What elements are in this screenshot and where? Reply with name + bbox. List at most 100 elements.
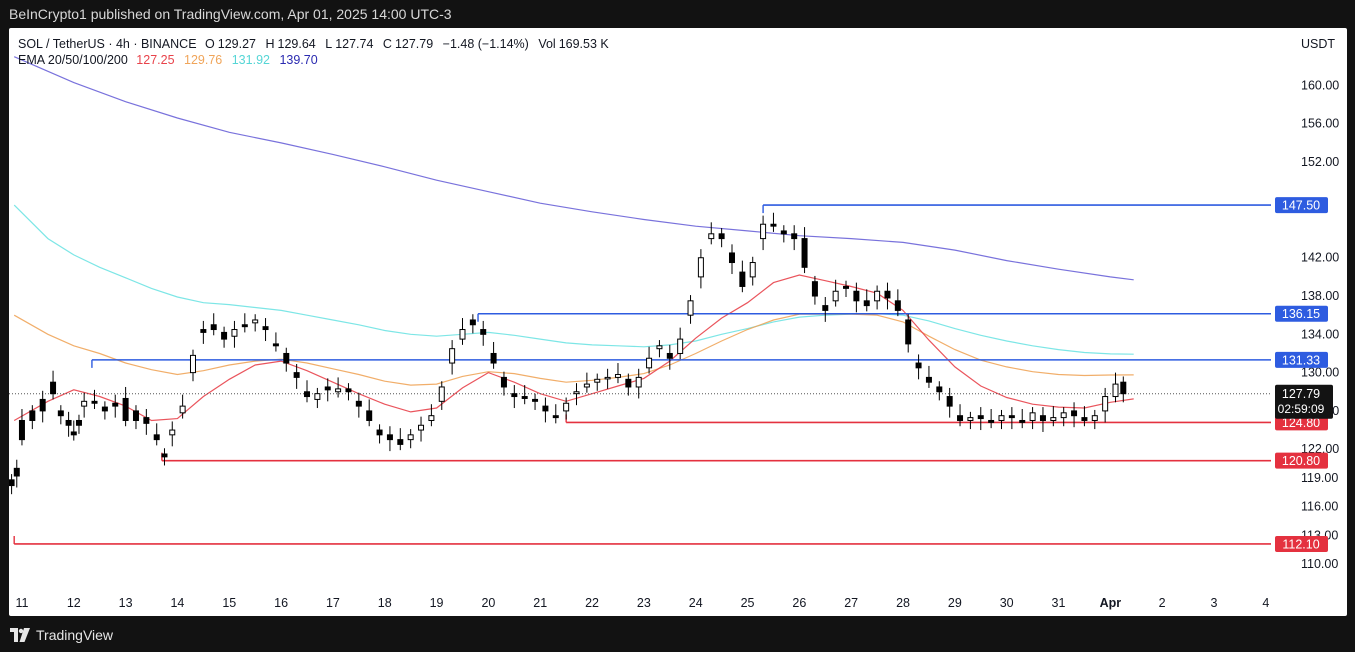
y-tick-label: 142.00 (1301, 251, 1339, 265)
ema200-line (13, 56, 1134, 281)
candle-body (355, 400, 362, 407)
tradingview-logo[interactable]: TradingView (10, 627, 113, 643)
candle-body (801, 238, 808, 268)
candle-body (1102, 396, 1109, 412)
resistance-level-label: 131.33 (1282, 353, 1320, 367)
candle-body (863, 300, 870, 307)
candle-body (200, 329, 207, 333)
candle-body (604, 376, 611, 380)
ema50-value: 129.76 (184, 53, 223, 67)
currency-label[interactable]: USDT (1300, 37, 1335, 51)
candle-body (418, 424, 425, 431)
x-tick-label: 23 (637, 596, 651, 610)
candle-body (459, 329, 466, 340)
candle-body (646, 357, 653, 369)
candle-body (894, 300, 901, 311)
candle-body (314, 393, 321, 400)
y-tick-label: 134.00 (1301, 327, 1339, 341)
candle-body (770, 223, 777, 227)
x-tick-label: Apr (1100, 596, 1122, 610)
ema100-line (13, 204, 1134, 355)
x-tick-label: 14 (170, 596, 184, 610)
price-chart[interactable]: 110.00113.00116.00119.00122.00126.00130.… (9, 28, 1347, 616)
candle-body (407, 434, 414, 441)
candle-body (221, 331, 228, 340)
candle-body (490, 352, 497, 364)
candle-body (656, 345, 663, 350)
change-value: −1.48 (−1.14%) (442, 37, 529, 51)
x-tick-label: 18 (378, 596, 392, 610)
y-tick-label: 156.00 (1301, 117, 1339, 131)
candle-body (677, 338, 684, 354)
open-label: O (205, 37, 215, 51)
x-tick-label: 27 (844, 596, 858, 610)
candle-body (832, 290, 839, 302)
candle-body (29, 410, 36, 421)
candle-body (946, 396, 953, 407)
x-tick-label: 13 (119, 596, 133, 610)
x-tick-label: 16 (274, 596, 288, 610)
candle-body (283, 352, 290, 364)
ema100-value: 131.92 (231, 53, 270, 67)
ema-legend-row: EMA 20/50/100/200 127.25 129.76 131.92 1… (18, 52, 612, 68)
candle-body (91, 400, 98, 404)
candle-body (853, 290, 860, 302)
candle-body (293, 372, 300, 378)
candle-body (521, 396, 528, 399)
ema-label[interactable]: EMA 20/50/100/200 (18, 53, 128, 67)
x-tick-label: 20 (481, 596, 495, 610)
candle-body (594, 378, 601, 383)
x-tick-label: 2 (1159, 596, 1166, 610)
candle-body (500, 376, 507, 388)
current-price-badge (1275, 384, 1333, 419)
candle-body (231, 329, 238, 337)
candle-body (1019, 419, 1026, 423)
candle-body (1008, 415, 1015, 419)
candle-body (728, 252, 735, 264)
publisher-line: BeInCrypto1 published on TradingView.com… (9, 6, 452, 22)
candle-body (905, 319, 912, 345)
candle-body (324, 386, 331, 391)
y-tick-label: 110.00 (1301, 557, 1338, 571)
candle-body (936, 386, 943, 393)
candle-body (9, 479, 15, 487)
candle-body (957, 415, 964, 421)
candle-body (210, 324, 217, 331)
candle-body (1029, 412, 1036, 421)
low-label: L (325, 37, 333, 51)
x-tick-label: 12 (67, 596, 81, 610)
candle-body (1071, 410, 1078, 417)
candle-body (998, 415, 1005, 421)
candle-body (811, 281, 818, 297)
candle-body (884, 290, 891, 299)
current-price-label: 127.79 (1282, 387, 1320, 401)
x-tick-label: 17 (326, 596, 340, 610)
symbol-label[interactable]: SOL / TetherUS · 4h · BINANCE (18, 37, 197, 51)
resistance-level-badge (1275, 351, 1328, 368)
candle-body (179, 405, 186, 414)
countdown-label: 02:59:09 (1278, 402, 1325, 416)
candle-body (428, 415, 435, 421)
x-tick-label: 3 (1211, 596, 1218, 610)
candle-body (469, 319, 476, 326)
x-tick-label: 22 (585, 596, 599, 610)
candle-body (718, 233, 725, 240)
x-tick-label: 31 (1052, 596, 1066, 610)
candle-body (635, 376, 642, 388)
candle-body (112, 402, 119, 407)
candle-body (625, 378, 632, 388)
y-tick-label: 116.00 (1301, 500, 1338, 514)
candle-body (101, 406, 108, 412)
tradingview-brand: TradingView (36, 627, 114, 643)
candle-body (697, 257, 704, 278)
candle-body (241, 324, 248, 328)
candle-body (57, 410, 64, 417)
candle-body (376, 429, 383, 436)
candle-body (925, 376, 932, 383)
y-tick-label: 138.00 (1301, 289, 1339, 303)
candle-body (272, 343, 279, 347)
volume-label: Vol (538, 37, 556, 51)
candle-body (1081, 417, 1088, 421)
